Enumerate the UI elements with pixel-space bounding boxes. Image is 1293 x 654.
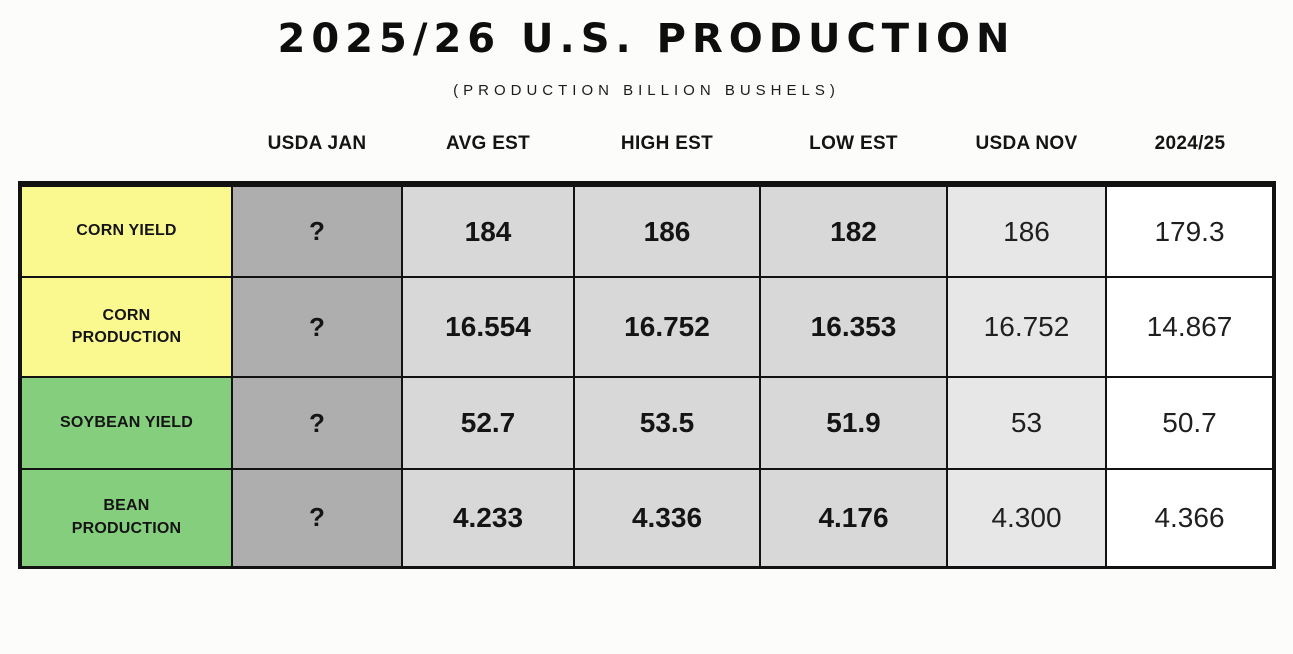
column-header-spacer: [18, 133, 232, 155]
cell-avg-est: 16.554: [401, 276, 575, 378]
cell-value: 16.554: [445, 311, 531, 342]
cell-usda-jan: ?: [231, 183, 403, 278]
row-label-cell: SOYBEAN YIELD: [19, 376, 233, 470]
cell-value: ?: [309, 407, 325, 438]
row-label: CORN YIELD: [76, 222, 177, 240]
cell-usda-jan: ?: [231, 468, 403, 568]
cell-value: 4.176: [818, 501, 889, 533]
cell-high-est: 16.752: [573, 276, 761, 378]
cell-high-est: 186: [573, 183, 761, 278]
cell-value: 184: [464, 215, 512, 247]
cell-value: ?: [309, 502, 325, 533]
row-label-cell: CORN YIELD: [19, 183, 233, 278]
cell-value: 186: [643, 215, 691, 247]
cell-usda-nov: 16.752: [946, 276, 1107, 378]
cell-avg-est: 184: [401, 183, 575, 278]
table-row-soybean-yield: SOYBEAN YIELD ? 52.7 53.5 51.9 53 50.7: [19, 376, 1275, 470]
cell-value: 16.752: [624, 311, 710, 342]
cell-low-est: 51.9: [759, 376, 948, 470]
table-row-bean-production: BEAN PRODUCTION ? 4.233 4.336 4.176 4.30…: [19, 468, 1275, 568]
cell-usda-jan: ?: [231, 276, 403, 378]
cell-usda-nov: 186: [946, 183, 1107, 278]
column-header-avg-est: AVG EST: [445, 133, 531, 154]
cell-value: 14.867: [1146, 311, 1233, 342]
cell-value: 4.336: [631, 501, 703, 533]
column-header-high-est: HIGH EST: [620, 133, 714, 154]
cell-value: 4.366: [1154, 501, 1225, 533]
cell-value: 16.752: [983, 311, 1070, 342]
cell-2024-25: 50.7: [1105, 376, 1275, 470]
cell-low-est: 182: [759, 183, 948, 278]
cell-value: 4.300: [991, 501, 1062, 533]
cell-value: ?: [309, 311, 325, 342]
cell-value: ?: [309, 216, 325, 246]
row-label: CORN PRODUCTION: [71, 306, 182, 346]
cell-usda-nov: 53: [946, 376, 1107, 470]
cell-high-est: 53.5: [573, 376, 761, 470]
cell-value: 186: [1003, 215, 1050, 247]
cell-usda-jan: ?: [231, 376, 403, 470]
column-header-low-est: LOW EST: [809, 133, 898, 154]
row-label-cell: CORN PRODUCTION: [19, 276, 233, 378]
cell-2024-25: 4.366: [1105, 468, 1275, 568]
production-table: CORN YIELD ? 184 186 182 186 179.3 CORN …: [18, 181, 1276, 569]
cell-2024-25: 14.867: [1105, 276, 1275, 378]
table-row-corn-production: CORN PRODUCTION ? 16.554 16.752 16.353 1…: [19, 276, 1275, 378]
cell-high-est: 4.336: [573, 468, 761, 568]
column-header-2024-25: 2024/25: [1154, 133, 1226, 154]
cell-value: 16.353: [810, 311, 897, 342]
cell-2024-25: 179.3: [1105, 183, 1275, 278]
cell-avg-est: 4.233: [401, 468, 575, 568]
cell-low-est: 4.176: [759, 468, 948, 568]
cell-avg-est: 52.7: [401, 376, 575, 470]
cell-value: 182: [830, 215, 877, 247]
cell-value: 52.7: [460, 407, 516, 438]
cell-value: 51.9: [826, 407, 881, 438]
row-label-cell: BEAN PRODUCTION: [19, 468, 233, 568]
column-header-usda-nov: USDA NOV: [975, 133, 1078, 154]
cell-value: 53: [1010, 407, 1043, 438]
column-headers: USDA JAN AVG EST HIGH EST LOW EST USDA N…: [18, 133, 1293, 155]
cell-value: 50.7: [1162, 407, 1217, 438]
table-row-corn-yield: CORN YIELD ? 184 186 182 186 179.3: [19, 183, 1275, 278]
cell-value: 53.5: [639, 407, 695, 438]
cell-low-est: 16.353: [759, 276, 948, 378]
cell-usda-nov: 4.300: [946, 468, 1107, 568]
row-label: SOYBEAN YIELD: [60, 413, 193, 431]
cell-value: 4.233: [452, 501, 524, 533]
column-header-usda-jan: USDA JAN: [267, 133, 367, 154]
page-subtitle: (PRODUCTION BILLION BUSHELS): [453, 82, 840, 99]
cell-value: 179.3: [1154, 215, 1225, 247]
page-title: 2025/26 U.S. PRODUCTION: [277, 16, 1016, 62]
row-label: BEAN PRODUCTION: [71, 497, 182, 537]
